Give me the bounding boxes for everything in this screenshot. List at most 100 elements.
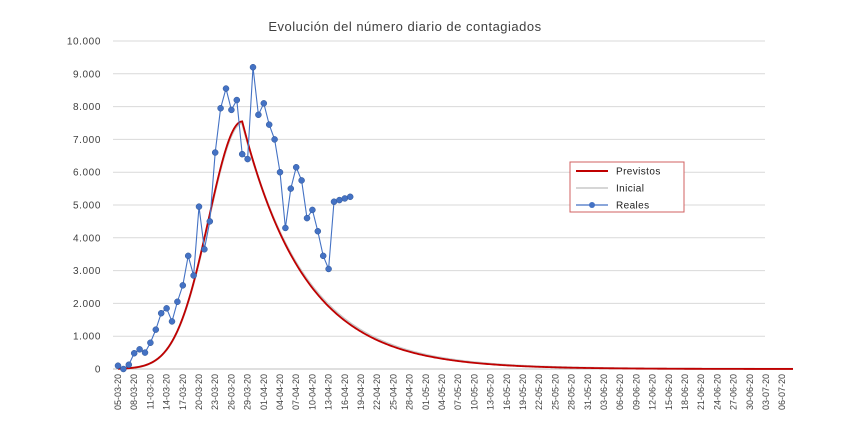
y-tick-label: 0 (95, 365, 101, 376)
reales-point (276, 168, 284, 176)
reales-point (287, 185, 295, 192)
x-tick-label: 14-03-20 (162, 374, 172, 410)
series-line-previstos (117, 120, 793, 370)
series-layer (114, 63, 793, 373)
grid-lines (113, 40, 765, 337)
reales-point (174, 298, 181, 306)
series-line-reales (117, 67, 351, 370)
x-tick-label: 16-04-20 (340, 374, 350, 410)
x-tick-label: 01-05-20 (421, 374, 431, 410)
x-tick-label: 09-06-20 (631, 374, 641, 410)
series-line-inicial (117, 121, 793, 371)
x-tick-label: 17-03-20 (178, 374, 188, 410)
reales-point (147, 339, 154, 347)
legend-marker-reales (589, 202, 595, 208)
legend-label-inicial: Inicial (616, 184, 644, 195)
reales-point (136, 346, 143, 353)
y-tick-label: 8.000 (73, 102, 101, 113)
reales-point (238, 150, 246, 158)
x-tick-label: 04-05-20 (437, 374, 447, 410)
y-tick-label: 9.000 (73, 69, 101, 80)
reales-point (282, 224, 289, 232)
x-tick-label: 19-04-20 (356, 374, 366, 410)
x-tick-label: 07-05-20 (453, 374, 463, 410)
reales-point (190, 272, 197, 279)
y-axis-ticks: 0 1.000 2.000 3.000 4.000 5.000 6.000 7.000 8.00… (67, 37, 101, 376)
y-tick-label: 1.000 (73, 332, 101, 343)
y-tick-label: 2.000 (73, 299, 101, 310)
reales-point (130, 350, 138, 357)
reales-point (244, 155, 251, 163)
reales-point (330, 198, 338, 205)
x-tick-label: 24-06-20 (712, 374, 722, 410)
x-tick-label: 13-04-20 (324, 374, 334, 410)
reales-point (325, 265, 332, 273)
x-tick-label: 10-05-20 (469, 374, 479, 410)
reales-point (222, 85, 230, 92)
reales-point (260, 100, 268, 107)
reales-point (265, 121, 273, 128)
x-tick-label: 08-03-20 (129, 374, 139, 410)
reales-point (152, 326, 160, 333)
x-tick-label: 13-05-20 (486, 374, 496, 410)
x-tick-label: 15-06-20 (664, 374, 674, 410)
x-tick-label: 28-04-20 (405, 374, 415, 410)
reales-point (292, 164, 300, 171)
legend-label-reales: Reales (616, 201, 650, 212)
x-tick-label: 05-03-20 (113, 374, 123, 410)
reales-point (114, 362, 122, 369)
reales-point (168, 318, 176, 325)
y-tick-label: 3.000 (73, 266, 101, 277)
y-tick-label: 4.000 (73, 233, 101, 244)
y-tick-label: 5.000 (73, 201, 101, 212)
chart-title: Evolución del número diario de contagiad… (268, 19, 541, 34)
reales-point (195, 203, 203, 210)
x-tick-label: 18-06-20 (680, 374, 690, 410)
x-tick-label: 23-03-20 (210, 374, 220, 410)
x-tick-label: 22-04-20 (372, 374, 382, 410)
x-tick-label: 31-05-20 (583, 374, 593, 410)
y-tick-label: 7.000 (73, 135, 101, 146)
reales-point (255, 111, 262, 119)
reales-point (309, 206, 316, 214)
x-tick-label: 04-04-20 (275, 374, 285, 410)
legend: Previstos Inicial Reales (569, 161, 685, 213)
reales-point (184, 252, 192, 260)
x-tick-label: 11-03-20 (145, 374, 155, 409)
reales-point (319, 252, 327, 260)
x-tick-label: 25-05-20 (550, 374, 560, 410)
reales-point (201, 246, 208, 253)
x-tick-label: 12-06-20 (648, 374, 658, 410)
x-tick-label: 27-06-20 (729, 374, 739, 410)
reales-point (249, 63, 257, 71)
reales-point (341, 195, 349, 202)
reales-point (336, 196, 343, 204)
reales-point (141, 349, 149, 356)
x-tick-label: 07-04-20 (291, 374, 301, 410)
x-tick-label: 28-05-20 (567, 374, 577, 410)
x-tick-label: 26-03-20 (226, 374, 236, 410)
reales-point (228, 106, 235, 114)
reales-point (163, 305, 170, 312)
reales-point (211, 149, 219, 156)
x-axis-ticks: 05-03-20 08-03-20 11-03-20 14-03-20 17-03-20… (113, 374, 787, 410)
x-tick-label: 01-04-20 (259, 374, 269, 410)
x-tick-label: 21-06-20 (696, 374, 706, 410)
reales-point (233, 96, 241, 104)
x-tick-label: 06-07-20 (777, 374, 787, 410)
reales-point (271, 136, 278, 143)
x-tick-label: 03-07-20 (761, 374, 771, 410)
x-tick-label: 10-04-20 (307, 374, 317, 410)
x-tick-label: 22-05-20 (534, 374, 544, 410)
reales-point (125, 361, 133, 368)
reales-point (298, 177, 305, 184)
x-tick-label: 20-03-20 (194, 374, 204, 410)
y-tick-label: 10.000 (67, 37, 101, 48)
reales-point (217, 104, 224, 112)
y-tick-label: 6.000 (73, 168, 101, 179)
reales-point (157, 309, 165, 317)
reales-point (120, 365, 127, 373)
reales-point (346, 193, 354, 201)
reales-point (303, 214, 311, 222)
